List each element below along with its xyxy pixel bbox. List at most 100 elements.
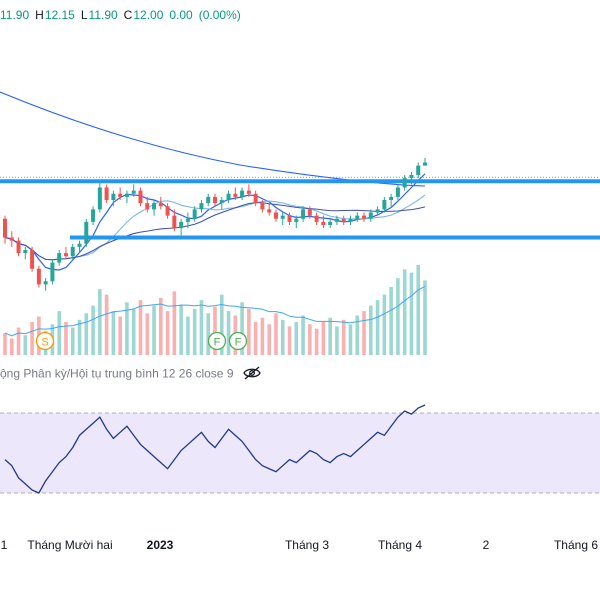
time-tick-year: 2023 — [146, 538, 174, 552]
candle-body — [307, 209, 312, 216]
volume-bar — [402, 269, 407, 355]
volume-bar — [382, 294, 387, 355]
rsi-pane — [0, 404, 600, 494]
volume-bar — [321, 322, 326, 355]
candle-body — [36, 268, 41, 285]
volume-bar — [125, 302, 129, 355]
high-value: 12.15 — [44, 8, 75, 22]
volume-bar — [287, 326, 292, 355]
candle-body — [23, 250, 28, 254]
macd-indicator-label[interactable]: ộng Phân kỳ/Hội tụ trung bình 12 26 clos… — [0, 366, 261, 383]
volume-bar — [172, 291, 177, 355]
volume-bar — [274, 313, 278, 355]
candle-body — [348, 218, 353, 222]
volume-bar — [57, 311, 61, 355]
candle-body — [287, 215, 292, 222]
volume-bar — [348, 324, 353, 355]
candle-body — [395, 187, 400, 197]
volume-bar — [206, 313, 211, 355]
candle-body — [9, 237, 14, 241]
candle-body — [206, 196, 211, 204]
candle-body — [334, 218, 339, 222]
volume-bar — [91, 305, 95, 355]
candle-body — [97, 187, 102, 210]
candle-body — [50, 262, 55, 282]
volume-bar — [375, 300, 380, 355]
volume-bar — [9, 338, 14, 355]
volume-bar — [213, 306, 217, 355]
volume-bar — [423, 280, 427, 355]
candle-body — [91, 209, 96, 222]
candle-body — [165, 206, 170, 216]
candle-body — [362, 215, 367, 219]
candle-body — [355, 215, 360, 219]
volume-bar — [70, 327, 75, 355]
moving-averages — [0, 91, 426, 337]
high-label: H — [35, 8, 44, 22]
close-value: 12.00 — [133, 8, 164, 22]
volume-bar — [16, 327, 21, 355]
candle-body — [138, 190, 143, 204]
volume-bar — [131, 308, 136, 355]
event-marker — [228, 331, 248, 351]
volume-bar — [267, 324, 271, 355]
time-tick: 1 — [0, 538, 8, 552]
candle-body — [131, 190, 136, 194]
candle-body — [280, 215, 285, 219]
candle-body — [213, 196, 217, 204]
volume-bar — [294, 322, 299, 355]
candle-body — [423, 162, 427, 166]
open-value: 11.90 — [0, 8, 30, 22]
volume-bar — [369, 305, 373, 355]
long-moving-average-line — [0, 91, 426, 187]
volume-bar — [165, 311, 170, 355]
candle-body — [233, 193, 238, 197]
candle-body — [321, 221, 326, 225]
candle-body — [402, 178, 407, 188]
volume-bar — [64, 322, 68, 355]
volume-bar — [314, 328, 319, 355]
volume-bar — [389, 286, 393, 355]
change-value: 0.00 — [169, 8, 193, 22]
rsi-band — [0, 413, 600, 493]
change-percent: (0.00%) — [198, 8, 241, 22]
time-tick: Tháng 4 — [377, 538, 423, 552]
volume-bar — [280, 319, 285, 355]
ohlc-legend: 11.90 H12.15 L11.90 C12.00 0.00 (0.00%) — [0, 8, 247, 22]
candle-body — [389, 196, 394, 200]
candle-body — [226, 193, 231, 200]
event-marker — [35, 331, 55, 351]
time-tick: Tháng 6 — [553, 538, 599, 552]
candle-body — [77, 243, 82, 247]
volume-bar — [192, 308, 197, 355]
candle-body — [301, 209, 306, 219]
eye-off-icon[interactable] — [243, 366, 261, 383]
volume-bar — [30, 322, 34, 355]
candle-body — [63, 253, 68, 257]
candle-body — [240, 190, 245, 197]
candle-body — [409, 175, 414, 179]
volume-bar — [159, 297, 163, 355]
candle-body — [70, 246, 75, 257]
candlesticks — [3, 157, 427, 291]
volume-average-line — [4, 285, 426, 337]
candle-body — [104, 187, 109, 200]
volume-bar — [308, 324, 312, 355]
volume-bar — [247, 308, 251, 355]
low-label: L — [80, 8, 88, 22]
volume-bar — [3, 333, 7, 355]
volume-bar — [240, 302, 244, 355]
volume-bar — [396, 278, 400, 355]
time-tick: 2 — [482, 538, 490, 552]
candle-body — [246, 190, 251, 194]
volume-bar — [152, 305, 156, 355]
candle-body — [185, 218, 190, 222]
volume-bar — [219, 294, 224, 355]
volume-bar — [84, 313, 89, 355]
candle-body — [273, 212, 278, 219]
candle-body — [30, 250, 35, 269]
candle-body — [145, 203, 150, 210]
volume-bar — [199, 300, 204, 355]
volume-bar — [362, 311, 366, 355]
